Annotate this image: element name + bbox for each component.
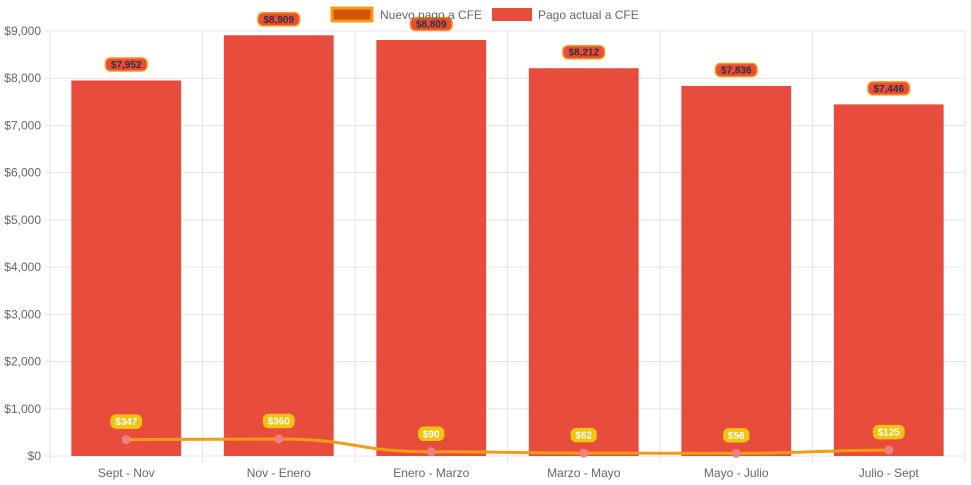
bar-value-label: $8,212 [568,48,599,59]
y-tick-label: $3,000 [4,307,41,321]
line-value-label-box [110,414,143,429]
point-nuevo-pago[interactable] [579,448,589,458]
x-tick-label: Enero - Marzo [393,466,469,480]
line-value-label: $125 [878,428,901,439]
legend-label-pago-actual[interactable]: Pago actual a CFE [538,8,639,22]
axes: $0 $1,000 $2,000 $3,000 $4,000 $5,000 $6,000 $7… [4,24,919,480]
point-nuevo-pago[interactable] [121,435,131,445]
line-value-label-box [262,413,295,429]
line-value-label: $360 [268,417,291,428]
line-nuevo-pago [126,437,889,455]
legend: Nuevo pago a CFE Pago actual a CFE [330,6,639,23]
line-value-label: $62 [575,431,592,442]
bar-value-label: $7,952 [111,60,142,71]
legend-swatch-pago-actual[interactable] [492,8,532,21]
line-value-label-box [872,424,905,440]
bar-pago-actual[interactable] [528,68,639,456]
y-tick-label: $0 [28,449,42,463]
line-value-label: $90 [423,429,440,440]
legend-swatch-nuevo-pago[interactable] [330,6,374,23]
bar-value-label-box [257,12,301,27]
bar-pago-actual[interactable] [681,85,792,456]
x-tick-label: Julio - Sept [859,466,920,480]
bar-value-label: $7,446 [873,84,904,95]
y-tick-label: $8,000 [4,71,41,85]
y-tick-label: $6,000 [4,166,41,180]
x-tick-label: Sept - Nov [98,466,155,480]
bar-pago-actual[interactable] [71,80,182,456]
y-tick-label: $4,000 [4,260,41,274]
bar-pago-actual[interactable] [376,40,487,457]
grid [45,30,966,462]
y-tick-label: $7,000 [4,118,41,132]
bar-value-label: $7,836 [721,65,752,76]
line-value-label-box [570,427,597,443]
bar-series [71,35,944,457]
line-value-label-box [723,428,750,443]
line-value-label: $347 [115,417,138,428]
x-tick-label: Marzo - Mayo [547,466,621,480]
y-tick-label: $2,000 [4,355,41,369]
bar-value-label: $8,809 [416,20,447,31]
line-series [121,434,894,458]
bar-value-label-box [562,44,606,60]
legend-label-nuevo-pago[interactable]: Nuevo pago a CFE [380,8,482,22]
x-tick-label: Mayo - Julio [704,466,769,480]
bar-value-label: $8,909 [263,15,294,26]
y-tick-label: $1,000 [4,402,41,416]
bar-value-label-box [714,62,758,78]
data-labels: $7,952 $8,909 $8,809 $8,212 $7,836 $7,446 $347… [104,12,911,443]
bar-value-label-box [867,81,911,96]
y-tick-label: $9,000 [4,24,41,38]
point-nuevo-pago[interactable] [731,448,741,458]
x-tick-label: Nov - Enero [247,466,311,480]
y-tick-label: $5,000 [4,213,41,227]
bar-value-label-box [104,57,148,72]
bar-pago-actual[interactable] [833,104,944,456]
line-value-label-box [418,426,445,441]
line-value-label: $56 [728,431,745,442]
point-nuevo-pago[interactable] [426,447,436,457]
point-nuevo-pago[interactable] [884,445,894,455]
bar-value-label-box [409,16,453,32]
point-nuevo-pago[interactable] [274,434,284,444]
bar-pago-actual[interactable] [223,35,334,457]
